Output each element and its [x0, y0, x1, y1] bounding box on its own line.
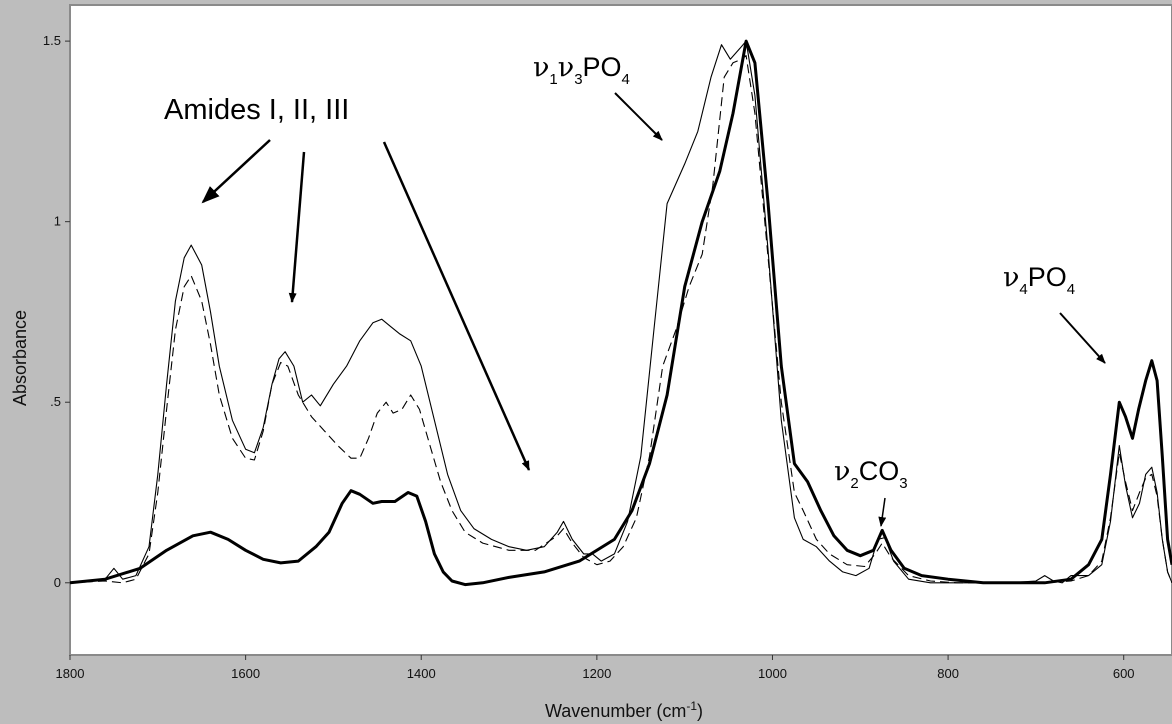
annotation-amides: Amides I, II, III	[164, 94, 531, 471]
annotation-v2-co3: ν2CO3	[834, 456, 908, 527]
series-line-thin	[70, 40, 1172, 584]
x-axis-title-sup: -1	[686, 699, 697, 713]
x-axis-title-main: Wavenumber (cm	[545, 701, 686, 721]
x-tick-label: 1000	[758, 666, 787, 681]
series-layer	[70, 39, 1172, 587]
nu-1-symbol: ν	[533, 52, 549, 83]
y-axis: 0 .5 1 1.5	[43, 33, 70, 590]
y-axis-title: Absorbance	[10, 310, 30, 406]
arrow-v2-co3	[878, 497, 887, 527]
nu-2-subscript: 2	[850, 475, 858, 492]
annotation-v4-po4: ν4PO4	[1003, 262, 1106, 364]
po-subscript-2: 4	[1067, 281, 1075, 298]
annotation-v4-po4-label: ν4PO4	[1003, 262, 1075, 298]
annotation-v1v3-po4: ν1ν3PO4	[533, 52, 663, 141]
nu-4-symbol: ν	[1003, 262, 1019, 293]
x-axis-title-end: )	[697, 701, 703, 721]
co-text: CO	[859, 456, 900, 486]
nu-2-symbol: ν	[834, 456, 850, 487]
x-tick-label: 1400	[407, 666, 436, 681]
po-subscript: 4	[622, 71, 630, 88]
arrow-v4-po4	[1059, 312, 1106, 364]
arrow-amide-iii	[382, 141, 531, 471]
arrow-amide-i	[201, 139, 271, 204]
nu-1-subscript: 1	[549, 71, 557, 88]
x-tick-label: 600	[1113, 666, 1135, 681]
x-tick-label: 1600	[231, 666, 260, 681]
po-text: PO	[583, 52, 622, 82]
x-tick-label: 1800	[56, 666, 85, 681]
x-tick-label: 800	[937, 666, 959, 681]
series-line-thick	[70, 39, 1172, 587]
nu-3-subscript: 3	[574, 71, 582, 88]
annotation-amides-label: Amides I, II, III	[164, 94, 349, 126]
plot-area	[69, 4, 1172, 656]
annotation-v1v3-po4-label: ν1ν3PO4	[533, 52, 630, 88]
x-axis: 1800 1600 1400 1200 1000 800 600	[56, 655, 1135, 681]
x-tick-label: 1200	[582, 666, 611, 681]
y-tick-label: 1	[54, 214, 61, 229]
nu-3-symbol: ν	[558, 52, 574, 83]
arrow-v1v3-po4	[614, 92, 663, 141]
x-axis-title: Wavenumber (cm-1)	[545, 699, 703, 721]
po-text-2: PO	[1028, 262, 1067, 292]
annotation-v2-co3-label: ν2CO3	[834, 456, 908, 492]
y-tick-label: 0	[54, 575, 61, 590]
y-tick-label: 1.5	[43, 33, 61, 48]
co-subscript: 3	[899, 475, 907, 492]
series-line-dashed	[70, 55, 1172, 584]
nu-4-subscript: 4	[1019, 281, 1027, 298]
arrow-amide-ii	[288, 151, 306, 303]
y-tick-label: .5	[50, 394, 61, 409]
